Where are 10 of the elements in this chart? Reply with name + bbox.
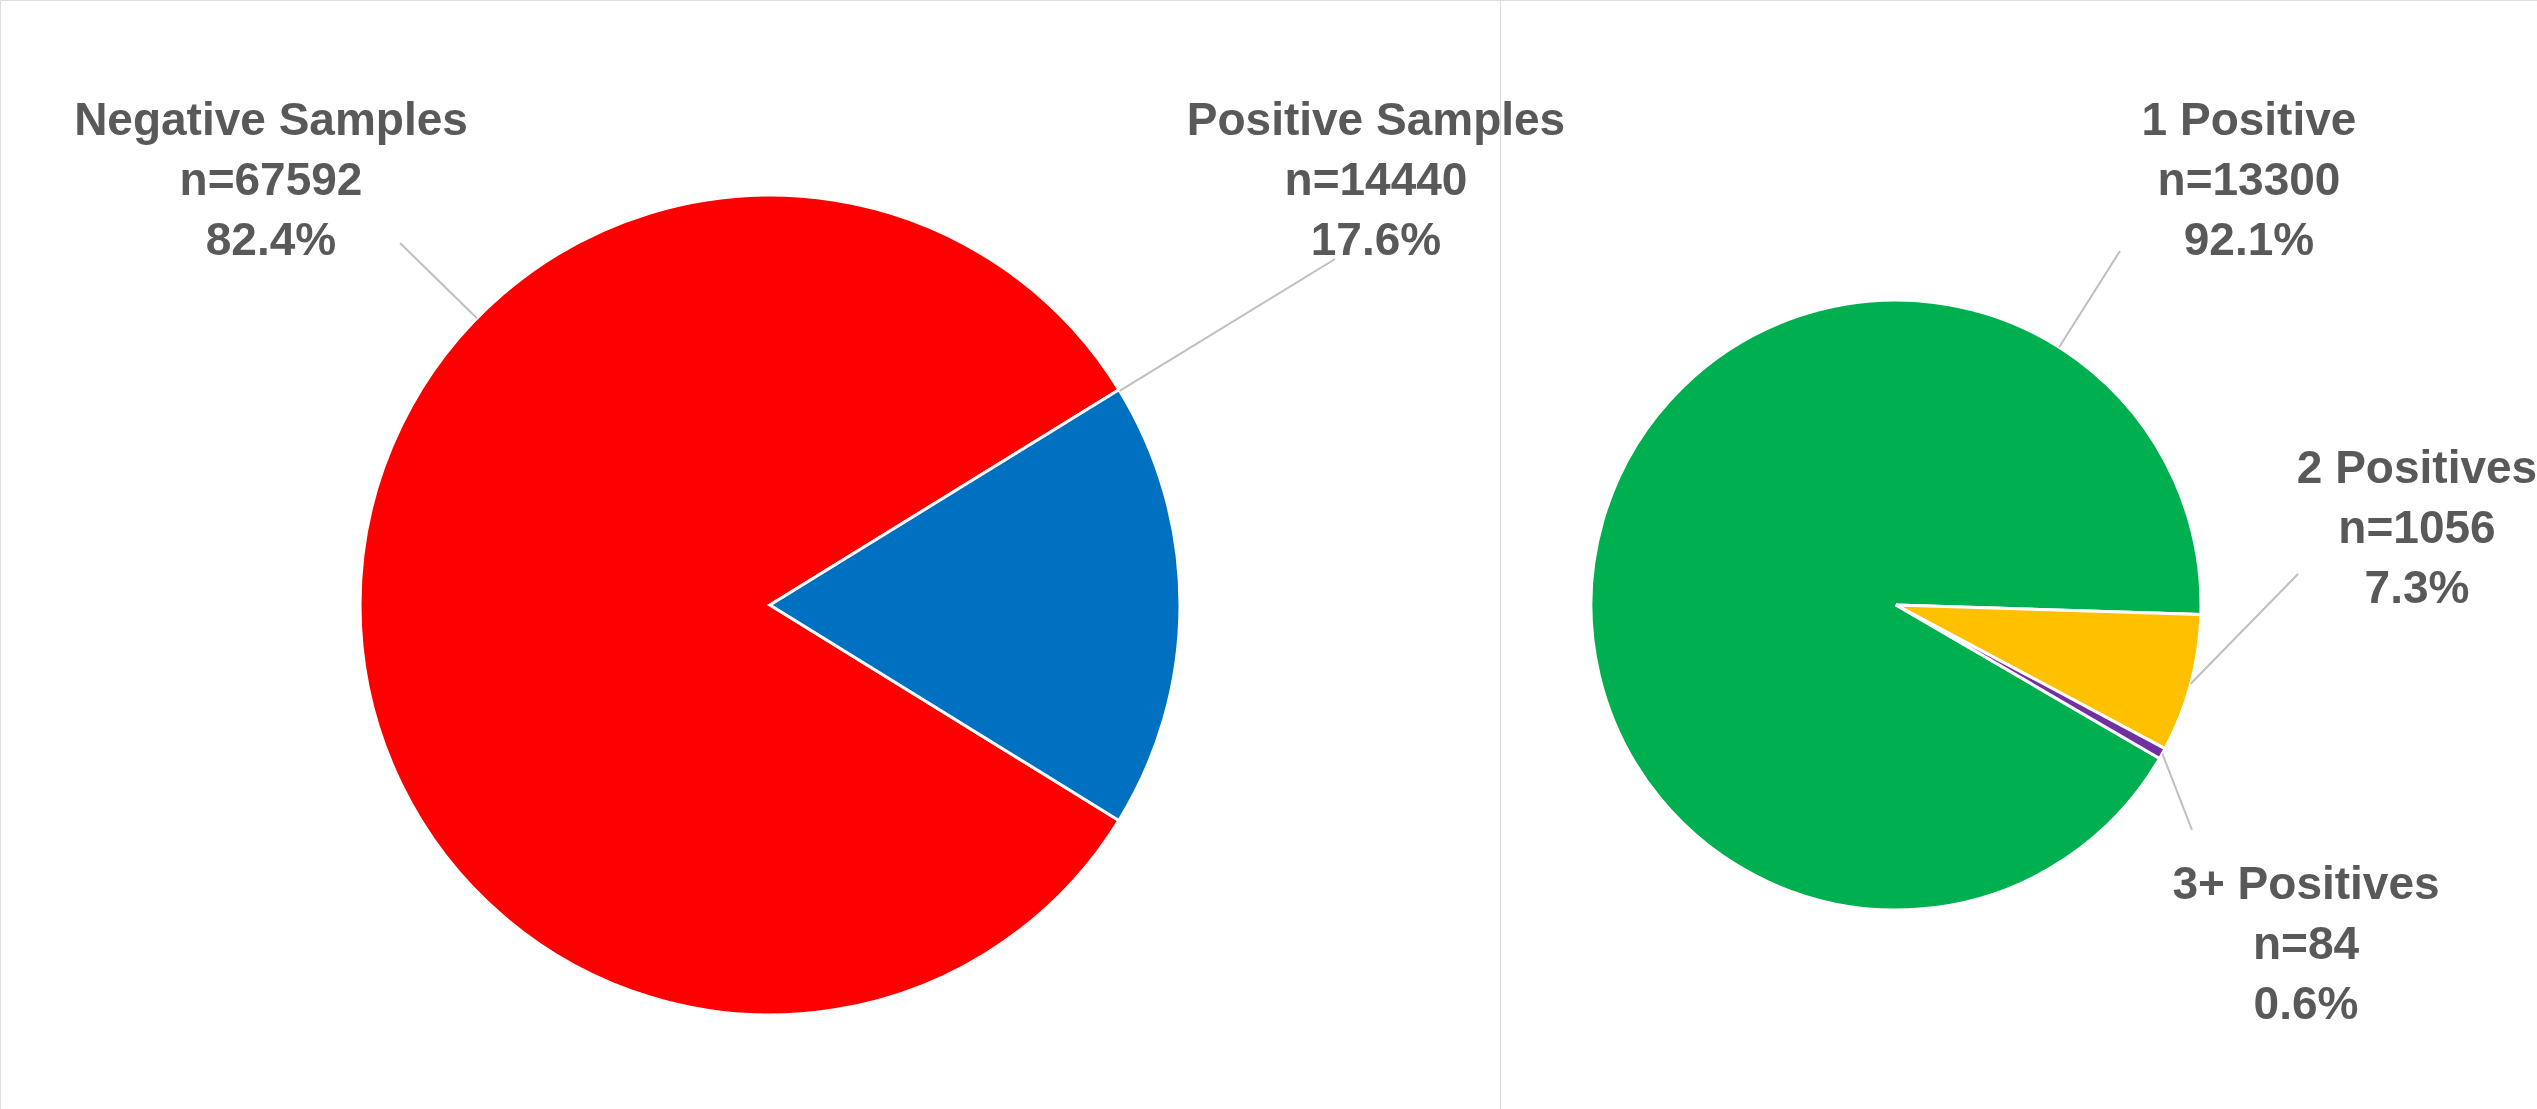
data-label: n=1056 7.3% xyxy=(2338,501,2496,613)
slice-label: Positive Samples xyxy=(1186,93,1566,145)
slice-label: 2 Positives xyxy=(2296,441,2537,493)
data-label: n=67592 82.4% xyxy=(179,153,363,265)
data-label: n=84 0.6% xyxy=(2252,917,2360,1029)
data-label: n=14440 17.6% xyxy=(1284,153,1468,265)
slice-label: 3+ Positives xyxy=(2172,857,2440,909)
slice-label: 1 Positive xyxy=(2141,93,2357,145)
slice-label: Negative Samples xyxy=(74,93,468,145)
data-label: n=13300 92.1% xyxy=(2157,153,2341,265)
